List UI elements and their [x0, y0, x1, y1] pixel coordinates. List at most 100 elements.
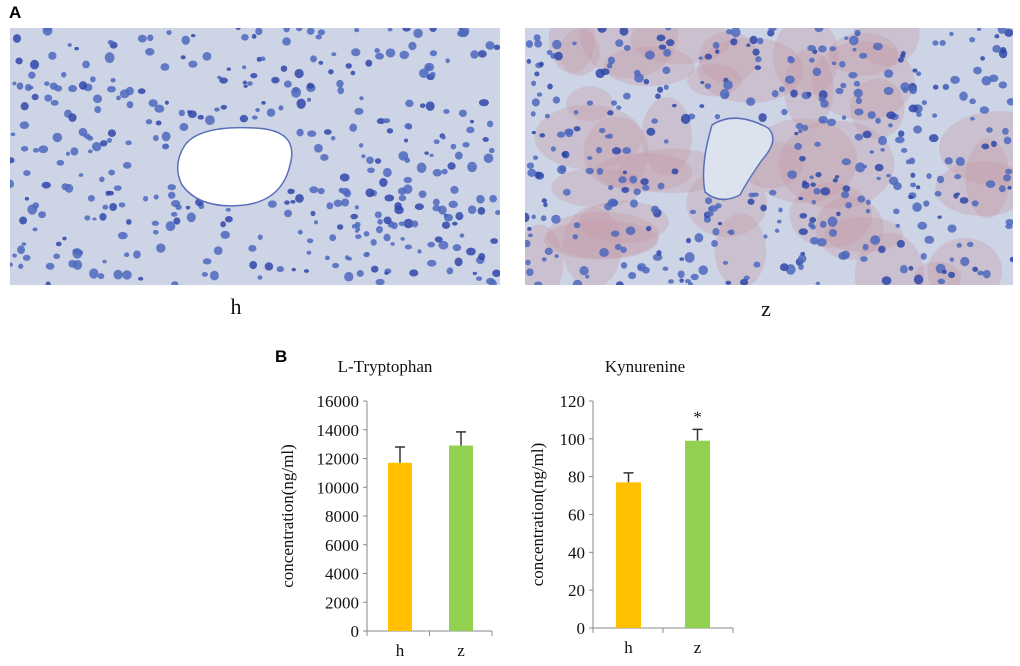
nucleus — [307, 130, 317, 137]
nucleus — [185, 205, 191, 210]
nucleus — [937, 278, 946, 285]
nucleus — [267, 200, 277, 208]
nucleus — [622, 147, 632, 155]
nucleus — [808, 57, 815, 63]
nucleus — [959, 197, 969, 204]
y-tick-label: 120 — [560, 392, 586, 411]
y-tick-label: 20 — [568, 581, 585, 600]
bar-h — [388, 462, 412, 631]
nucleus — [383, 216, 392, 225]
nucleus — [842, 185, 851, 192]
y-tick-label: 0 — [577, 619, 586, 638]
nucleus — [886, 173, 892, 178]
stain-region — [789, 182, 873, 248]
nucleus — [981, 143, 990, 150]
nucleus — [970, 116, 975, 121]
nucleus — [48, 51, 57, 60]
nucleus — [27, 204, 38, 215]
nucleus — [143, 195, 149, 202]
nucleus — [867, 111, 876, 119]
nucleus — [225, 207, 231, 212]
nucleus — [354, 221, 361, 228]
nucleus — [104, 52, 115, 64]
nucleus — [320, 153, 329, 161]
nucleus — [226, 67, 231, 71]
nucleus — [294, 68, 304, 79]
y-axis-label: concentration(ng/ml) — [278, 444, 297, 588]
nucleus — [188, 60, 198, 68]
nucleus — [643, 78, 650, 85]
nucleus — [625, 226, 636, 236]
nucleus — [284, 200, 290, 205]
nucleus — [355, 234, 362, 239]
nucleus — [18, 263, 24, 269]
y-tick-label: 12000 — [317, 450, 360, 469]
nucleus — [898, 130, 905, 137]
nucleus — [15, 57, 23, 65]
nucleus — [113, 269, 123, 280]
nucleus — [679, 257, 685, 261]
nucleus — [900, 147, 908, 153]
nucleus — [888, 123, 893, 128]
nucleus — [45, 281, 51, 285]
nucleus — [404, 123, 412, 130]
nucleus — [677, 270, 685, 279]
nucleus — [10, 179, 15, 189]
nucleus — [534, 39, 543, 48]
nucleus — [525, 40, 534, 48]
nucleus — [939, 40, 946, 47]
nucleus — [55, 241, 62, 247]
nucleus — [161, 143, 170, 150]
nucleus — [835, 87, 844, 95]
nucleus — [656, 34, 666, 42]
nucleus — [982, 269, 991, 279]
nucleus — [671, 103, 677, 108]
nucleus — [547, 83, 553, 90]
nucleus — [147, 34, 154, 42]
nucleus — [633, 188, 641, 196]
nucleus — [137, 88, 146, 95]
nucleus — [239, 114, 249, 123]
nucleus — [953, 193, 959, 199]
y-tick-label: 16000 — [317, 392, 360, 411]
nucleus — [313, 143, 323, 153]
nucleus — [310, 55, 317, 63]
nucleus — [749, 35, 758, 45]
y-tick-label: 80 — [568, 468, 585, 487]
nucleus — [477, 50, 487, 58]
y-tick-label: 2000 — [325, 593, 359, 612]
nucleus — [926, 173, 932, 179]
nucleus — [769, 189, 777, 196]
stain-region — [551, 167, 643, 208]
nucleus — [556, 131, 566, 138]
stain-region — [641, 97, 692, 176]
nucleus — [251, 115, 258, 120]
nucleus — [811, 199, 816, 205]
nucleus — [768, 28, 777, 32]
nucleus — [390, 242, 395, 246]
nucleus — [403, 218, 414, 229]
nucleus — [595, 68, 605, 79]
nucleus — [860, 256, 868, 262]
y-tick-label: 4000 — [325, 565, 359, 584]
nucleus — [988, 74, 999, 83]
nucleus — [433, 139, 440, 145]
nucleus — [257, 234, 263, 240]
nucleus — [99, 176, 105, 183]
nucleus — [125, 140, 132, 146]
nucleus — [894, 136, 905, 144]
nucleus — [932, 84, 939, 90]
nucleus — [853, 88, 863, 98]
nucleus — [476, 194, 485, 204]
nucleus — [12, 81, 17, 86]
nucleus — [656, 250, 662, 256]
nucleus — [329, 234, 337, 242]
nucleus — [746, 97, 756, 106]
nucleus — [411, 220, 419, 228]
nucleus — [220, 221, 226, 228]
nucleus — [815, 281, 821, 285]
nucleus — [554, 51, 563, 61]
nucleus — [138, 276, 144, 281]
nucleus — [679, 278, 684, 283]
